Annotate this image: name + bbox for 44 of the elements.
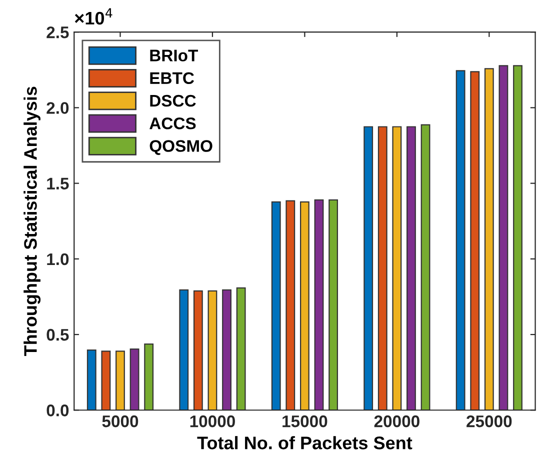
bar [222,289,232,410]
bar [236,287,246,410]
x-tick-label: 25000 [466,415,512,428]
y-tick-label: 1.0 [47,253,69,266]
bar [406,126,416,410]
bar [420,124,430,410]
bar [300,201,310,410]
bar [314,199,324,410]
bar [484,68,494,410]
bar [179,289,189,410]
y-axis-title: Throughput Statistical Analysis [24,86,41,356]
text: ×10$^{4}$ [74,8,112,25]
bar [193,290,203,410]
bar [392,126,402,410]
y-tick-label: 2.5 [46,26,69,38]
bar [328,199,338,410]
bar [130,348,140,410]
x-tick-label: 15000 [282,415,328,428]
bar [470,71,480,410]
bar [271,201,281,410]
bar [101,350,111,410]
bar [286,200,296,410]
bar [144,343,154,410]
bar [498,65,508,410]
y-tick-label: 1.5 [47,178,69,190]
y-tick-label: 2.0 [46,102,69,114]
legend-label: BRIoT [150,50,198,62]
bar [208,290,218,410]
bar [378,126,388,410]
y-tick-label: 0.5 [46,328,69,341]
legend-label: DSCC [150,94,196,107]
legend-label: ACCS [150,117,196,130]
bar [513,65,522,410]
x-tick-label: 20000 [374,415,420,428]
legend-label: EBTC [150,72,194,84]
bar [116,350,125,410]
x-tick-label: 10000 [190,415,235,428]
x-axis-title: Total No. of Packets Sent [197,436,412,450]
x-tick-label: 5000 [102,415,138,428]
bar [86,350,96,410]
bar [456,70,466,410]
legend-label: QOSMO [150,140,212,156]
bar [364,126,374,410]
y-tick-label: 0.0 [46,404,69,416]
